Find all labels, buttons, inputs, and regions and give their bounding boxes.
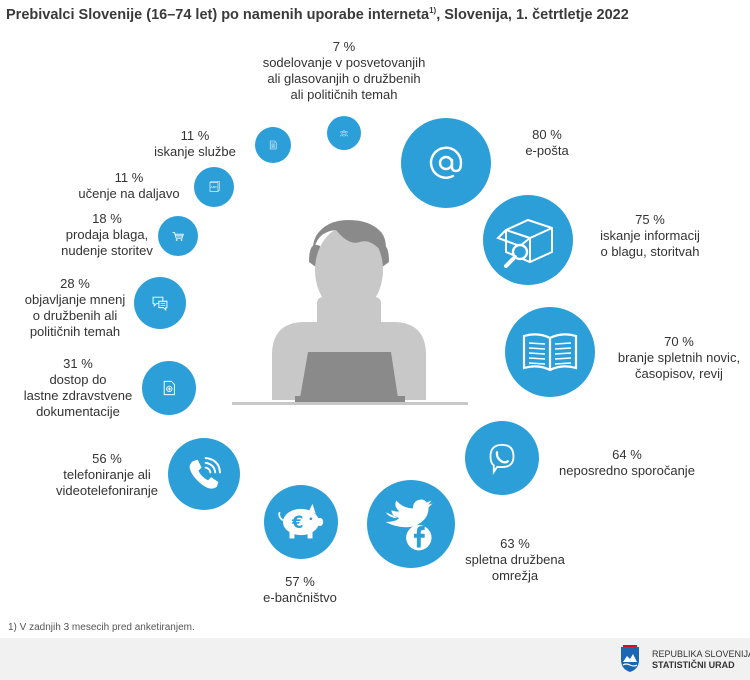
bubble-category: ali političnih temah: [290, 87, 398, 102]
bubble-category: e-bančništvo: [263, 590, 337, 605]
box-search-icon: [496, 218, 553, 268]
bubble-label: 7 % sodelovanje v posvetovanjih ali glasov…: [242, 39, 446, 103]
bubble-value: 56 %: [92, 451, 122, 466]
bubble-book: [505, 307, 595, 397]
bubble-label: 63 % spletna družbena omrežja: [455, 536, 575, 584]
viber-icon: [489, 443, 515, 475]
bubble-label: 11 % učenje na daljavo: [64, 170, 194, 202]
bubble-document: [255, 127, 291, 163]
bubble-circle: [465, 421, 539, 495]
bubble-label: 18 % prodaja blaga, nudenje storitev: [52, 211, 162, 259]
bubble-category: omrežja: [491, 568, 539, 583]
bubble-circle: [327, 116, 361, 150]
bubble-category: iskanje službe: [154, 144, 236, 159]
bubble-phone: [168, 438, 240, 510]
chart-title: Prebivalci Slovenije (16–74 let) po name…: [6, 6, 629, 23]
bubble-label: 56 % telefoniranje ali videotelefoniranje: [32, 451, 182, 499]
coat-of-arms-logo: [621, 645, 639, 672]
svg-text:€: €: [291, 513, 303, 532]
bubble-category: videotelefoniranje: [56, 483, 158, 498]
bubble-category: nudenje storitev: [61, 243, 153, 258]
bubble-value: 28 %: [60, 276, 90, 291]
bubble-category: ali glasovanjih o družbenih: [267, 71, 421, 86]
bubble-at: [401, 118, 491, 208]
chart-area: € ABC: [134, 116, 595, 568]
bubble-abc-book: ABC: [194, 167, 234, 207]
book-icon: [522, 333, 578, 372]
bubble-value: 18 %: [92, 211, 122, 226]
svg-text:ABC: ABC: [210, 185, 219, 189]
chat-icon: [152, 296, 168, 312]
bubble-circle: [255, 127, 291, 163]
bubble-category: učenje na daljavo: [78, 186, 180, 201]
cart-icon: [172, 231, 184, 241]
org-line-2: STATISTIČNI URAD: [652, 660, 735, 670]
bubble-category: branje spletnih novic,: [617, 350, 741, 365]
bubble-label: 57 % e-bančništvo: [250, 574, 350, 606]
bubble-label: 64 % neposredno sporočanje: [552, 447, 702, 479]
document-icon: [269, 140, 277, 150]
bubble-circle: [194, 167, 234, 207]
bubble-circle: [158, 216, 198, 256]
abc-book-icon: ABC: [210, 180, 220, 192]
bubble-piggy-bank: €: [264, 485, 338, 559]
bubble-value: 31 %: [63, 356, 93, 371]
bubble-label: 28 % objavljanje mnenj o družbenih ali poli…: [8, 276, 142, 340]
bubble-category: objavljanje mnenj: [24, 292, 126, 307]
bubble-category: e-pošta: [525, 143, 569, 158]
bubble-category: dokumentacije: [36, 404, 120, 419]
group-icon: [339, 130, 349, 137]
bubble-value: 70 %: [664, 334, 694, 349]
health-doc-icon: [163, 380, 175, 396]
bubble-category: neposredno sporočanje: [559, 463, 695, 478]
org-line-1: REPUBLIKA SLOVENIJA: [652, 649, 750, 659]
bubble-group: [327, 116, 361, 150]
bubble-category: dostop do: [49, 372, 107, 387]
bubble-category: o blagu, storitvah: [600, 244, 700, 259]
bubble-category: časopisov, revij: [635, 366, 723, 381]
bubble-box-search: [483, 195, 573, 285]
bubble-category: spletna družbena: [465, 552, 565, 567]
bubble-value: 80 %: [532, 127, 562, 142]
bubble-social: [367, 480, 455, 568]
bubble-category: političnih temah: [29, 324, 121, 339]
bubble-circle: [401, 118, 491, 208]
bubble-category: o družbenih ali: [32, 308, 118, 323]
bubble-label: 70 % branje spletnih novic, časopisov, rev…: [608, 334, 750, 382]
bubble-value: 57 %: [285, 574, 315, 589]
bubble-value: 75 %: [635, 212, 665, 227]
bubble-value: 64 %: [612, 447, 642, 462]
bubble-health-doc: [142, 361, 196, 415]
bubble-label: 31 % dostop do lastne zdravstvene dokumenta…: [10, 356, 146, 420]
bubble-circle: [168, 438, 240, 510]
bubble-value: 7 %: [332, 39, 356, 54]
bubble-value: 11 %: [180, 128, 210, 143]
bubble-label: 75 % iskanje informacij o blagu, storitvah: [590, 212, 710, 260]
bubble-category: telefoniranje ali: [63, 467, 151, 482]
bubble-viber: [465, 421, 539, 495]
phone-icon: [189, 457, 221, 489]
person-at-laptop-illustration: [232, 220, 468, 405]
bubble-value: 63 %: [500, 536, 530, 551]
bubble-category: lastne zdravstvene: [23, 388, 133, 403]
bubble-category: iskanje informacij: [600, 228, 700, 243]
bubble-cart: [158, 216, 198, 256]
organization-name: REPUBLIKA SLOVENIJA STATISTIČNI URAD: [652, 649, 750, 671]
at-icon: [429, 146, 463, 179]
bubble-category: sodelovanje v posvetovanjih: [262, 55, 426, 70]
social-icon: [385, 499, 433, 551]
bubble-label: 80 % e-pošta: [518, 127, 576, 159]
piggy-bank-icon: €: [278, 503, 324, 539]
bubble-chat: [134, 277, 186, 329]
footnote: 1) V zadnjih 3 mesecih pred anketiranjem…: [8, 622, 195, 633]
bubble-label: 11 % iskanje službe: [140, 128, 250, 160]
bubble-value: 11 %: [114, 170, 144, 185]
bubble-category: prodaja blaga,: [65, 227, 149, 242]
